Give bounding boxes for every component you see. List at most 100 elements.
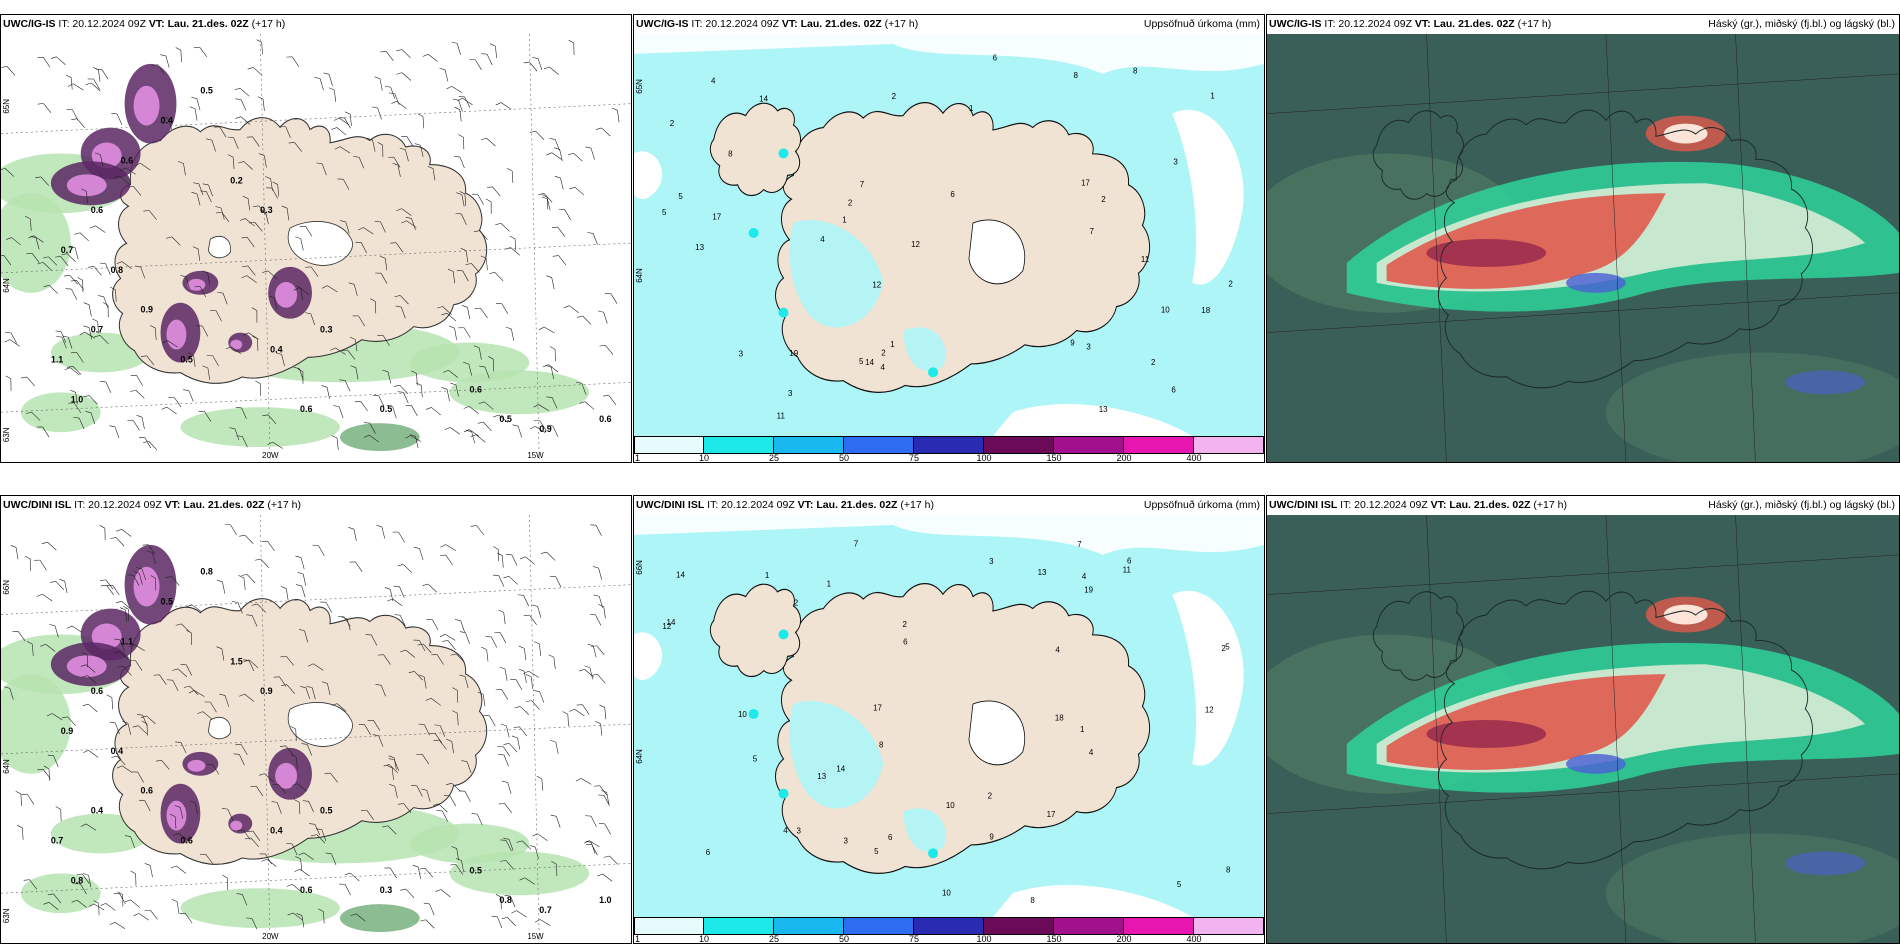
value-label: 2 [881,349,886,358]
colorbar-segment [704,436,774,454]
colorbar-tick-label: 10 [698,934,710,944]
lead-label: (+17 h) [251,18,286,30]
colorbar-segment [984,917,1054,935]
colorbar-frame [634,917,1264,935]
value-label: 1.1 [121,636,133,646]
value-label: 12 [872,281,881,290]
lat-label: 64N [635,749,644,764]
lead-label: (+17 h) [267,499,301,511]
value-label: 0.8 [111,265,123,275]
colorbar-tick-label: 25 [768,934,780,944]
value-label: 0.6 [141,786,153,796]
value-label: 2 [988,791,993,800]
value-label: 2 [670,119,675,128]
lat-label: 63N [2,427,11,442]
value-label: 3 [989,557,994,566]
value-label: 11 [777,411,786,420]
value-label: 0.4 [111,746,123,756]
value-label: 0.9 [141,305,153,315]
lat-label: 63N [2,908,11,923]
value-label: 19 [1084,585,1093,594]
value-label: 0.5 [380,404,392,414]
lat-label: 64N [635,268,644,283]
value-label: 4 [820,235,825,244]
lat-label: 65N [635,79,644,94]
value-label: 1 [842,215,847,224]
colorbar-tick-label: 75 [908,934,920,944]
value-label: 2 [902,620,907,629]
value-label: 10 [946,801,955,810]
value-label: 5 [874,847,879,856]
value-label: 0.5 [320,806,332,816]
colorbar-segment [984,436,1054,454]
panel-title-right: Háský (gr.), miðský (fj.bl.) og lágský (… [1708,18,1895,30]
value-label: 4 [711,76,716,85]
colorbar-segment [774,436,844,454]
value-label: 0.3 [260,205,272,215]
value-label: 0.7 [61,245,73,255]
colorbar-segment [914,436,984,454]
panel-title: UWC/DINI ISL IT: 20.12.2024 09Z VT: Lau.… [1267,496,1899,515]
value-label: 0.4 [270,345,282,355]
value-label: 0.6 [300,404,312,414]
value-label: 4 [783,826,788,835]
value-label: 7 [1089,227,1094,236]
value-label: 1.1 [51,354,63,364]
colorbar-segment [1054,436,1124,454]
value-label: 0.8 [71,875,83,885]
value-label: 0.2 [230,175,242,185]
colorbar-tick-label: 150 [1046,934,1062,944]
value-label: 0.9 [61,726,73,736]
map-svg: 65N 64N 63N 20W 15W 0.5 0.4 0.6 0.6 0.7 0.8 0.9 1.1 1… [1,34,631,462]
value-label: 1 [890,340,895,349]
value-label: 5 [662,208,667,217]
value-label: 1 [1210,92,1215,101]
panel-title-left: UWC/DINI ISL IT: 20.12.2024 09Z VT: Lau.… [3,496,301,515]
value-label: 0.7 [539,905,551,915]
colorbar-tick-label: 200 [1116,934,1132,944]
value-label: 6 [993,54,998,63]
value-label: 0.3 [320,325,332,335]
value-label: 12 [1205,706,1214,715]
value-label: 9 [1070,338,1075,347]
map-panel-cloud: UWC/IG-IS IT: 20.12.2024 09Z VT: Lau. 21… [1266,14,1900,463]
value-label: 18 [1055,714,1064,723]
colorbar-segment [634,917,704,935]
value-label: 9 [989,833,994,842]
lon-label: 15W [527,932,544,941]
model-prefix: UWC/DINI ISL [3,499,72,511]
it-label: IT: 20.12.2024 09Z [74,499,162,511]
value-label: 14 [865,358,874,367]
value-label: 5 [859,357,864,366]
vt-label: VT: Lau. 21.des. 02Z [797,499,898,511]
value-label: 3 [788,389,793,398]
colorbar: 1 10 25 50 75 100 150 200 400 [634,917,1264,943]
value-label: 14 [667,618,676,627]
lead-label: (+17 h) [1517,18,1552,30]
map-area: 65N 64N 63N 20W 15W 0.5 0.4 0.6 0.6 0.7 0.8 0.9 1.1 1… [1,34,631,462]
value-label: 4 [1055,645,1060,654]
colorbar-tick-label: 100 [976,453,992,463]
colorbar-segment [844,917,914,935]
panel-title-right: Háský (gr.), miðský (fj.bl.) og lágský (… [1708,499,1895,511]
model-prefix: UWC/IG-IS [1269,18,1322,30]
value-label: 10 [942,888,951,897]
value-label: 6 [1127,557,1132,566]
colorbar-segment [914,917,984,935]
value-label: 14 [676,570,685,579]
value-label: 0.5 [160,597,172,607]
panel-title: UWC/IG-IS IT: 20.12.2024 09Z VT: Lau. 21… [634,15,1264,34]
value-label: 11 [1141,255,1150,264]
value-label: 0.6 [599,414,611,424]
colorbar-tick-label: 75 [908,453,920,463]
value-label: 3 [797,826,802,835]
vt-label: VT: Lau. 21.des. 02Z [1414,18,1515,30]
map-area [1267,34,1899,462]
value-label: 8 [879,741,884,750]
value-label: 10 [1161,305,1170,314]
model-prefix: UWC/IG-IS [3,18,56,30]
it-label: IT: 20.12.2024 09Z [691,18,779,30]
colorbar-tick-label: 50 [838,934,850,944]
colorbar-segment [1054,917,1124,935]
value-label: 0.7 [91,325,103,335]
